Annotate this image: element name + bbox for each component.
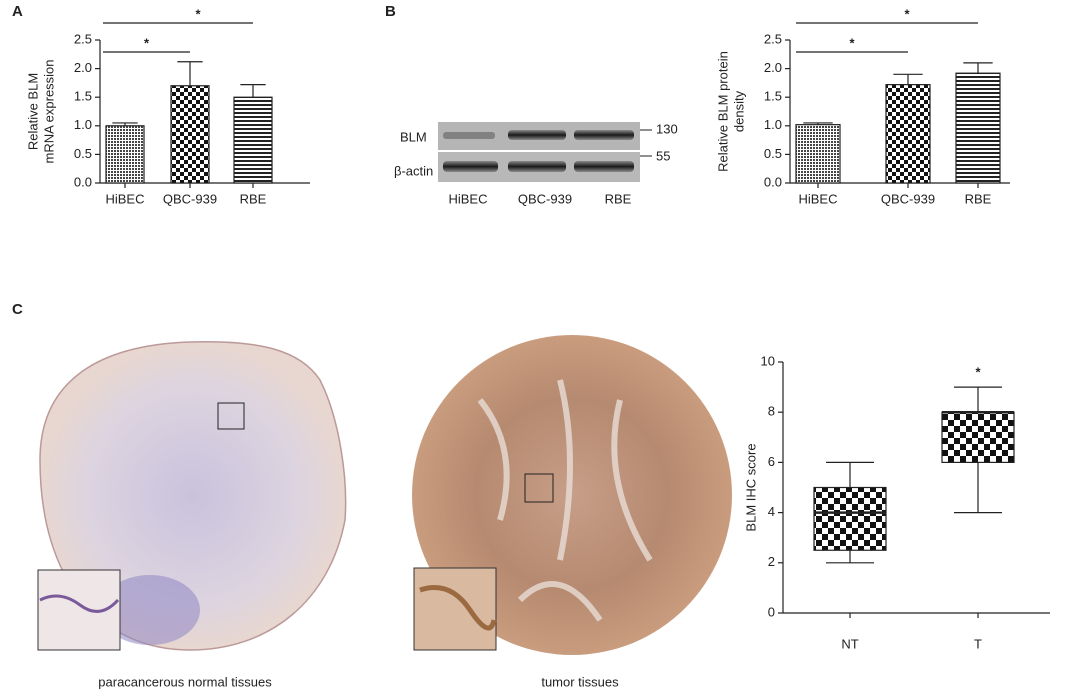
y-axis-label: BLM IHC score bbox=[743, 443, 758, 531]
bar bbox=[170, 85, 210, 184]
band bbox=[574, 161, 634, 172]
panel-label: B bbox=[385, 3, 396, 20]
box bbox=[941, 411, 1015, 464]
image-caption: paracancerous normal tissues bbox=[98, 674, 272, 689]
bar bbox=[955, 72, 1001, 184]
y-tick-label: 1.5 bbox=[764, 89, 782, 104]
tissue-image bbox=[412, 335, 732, 655]
marker-label: 55 bbox=[656, 148, 670, 163]
blot-row-label: BLM bbox=[400, 129, 427, 144]
y-tick-label: 6 bbox=[768, 454, 775, 469]
x-tick-label: T bbox=[974, 636, 982, 651]
panel-label: C bbox=[12, 301, 23, 318]
bar bbox=[105, 125, 145, 184]
y-tick-label: 8 bbox=[768, 404, 775, 419]
y-tick-label: 2 bbox=[768, 554, 775, 569]
y-tick-label: 2.5 bbox=[764, 31, 782, 46]
band bbox=[443, 132, 495, 139]
significance-mark: * bbox=[849, 35, 855, 50]
significance-mark: * bbox=[195, 6, 201, 21]
box bbox=[813, 486, 887, 551]
bar bbox=[885, 84, 931, 184]
y-tick-label: 0 bbox=[768, 604, 775, 619]
y-axis-label: Relative BLM protein bbox=[715, 51, 730, 172]
y-tick-label: 1.0 bbox=[764, 117, 782, 132]
bar bbox=[795, 124, 841, 184]
x-tick-label: QBC-939 bbox=[881, 191, 935, 206]
y-tick-label: 2.0 bbox=[74, 60, 92, 75]
western-blot: BLM β-actin 130 55 HiBEC QBC-939 RBE bbox=[394, 121, 678, 206]
panel-label: A bbox=[12, 3, 23, 20]
x-tick-label: NT bbox=[841, 636, 858, 651]
y-tick-label: 0.0 bbox=[764, 174, 782, 189]
bar bbox=[233, 96, 273, 184]
significance-mark: * bbox=[904, 6, 910, 21]
y-tick-label: 0.5 bbox=[74, 146, 92, 161]
x-tick-label: QBC-939 bbox=[163, 191, 217, 206]
band bbox=[508, 130, 566, 140]
blot-row-label: β-actin bbox=[394, 163, 433, 178]
y-tick-label: 0.0 bbox=[74, 174, 92, 189]
y-tick-label: 0.5 bbox=[764, 146, 782, 161]
y-axis-label: mRNA expression bbox=[41, 59, 56, 163]
significance-mark: * bbox=[975, 365, 981, 380]
band bbox=[508, 161, 566, 172]
lane-label: HiBEC bbox=[448, 191, 487, 206]
lane-label: QBC-939 bbox=[518, 191, 572, 206]
x-tick-label: HiBEC bbox=[798, 191, 837, 206]
marker-label: 130 bbox=[656, 121, 678, 136]
y-tick-label: 1.5 bbox=[74, 89, 92, 104]
tissue-image bbox=[37, 341, 347, 651]
lane-label: RBE bbox=[605, 191, 632, 206]
y-tick-label: 10 bbox=[761, 353, 775, 368]
image-caption: tumor tissues bbox=[541, 674, 619, 689]
band bbox=[574, 130, 634, 140]
y-tick-label: 1.0 bbox=[74, 117, 92, 132]
x-tick-label: RBE bbox=[965, 191, 992, 206]
y-tick-label: 2.0 bbox=[764, 60, 782, 75]
significance-mark: * bbox=[144, 35, 150, 50]
x-tick-label: RBE bbox=[240, 191, 267, 206]
y-axis-label: Relative BLM bbox=[25, 73, 40, 150]
y-axis-label: density bbox=[731, 90, 746, 132]
y-tick-label: 4 bbox=[768, 504, 775, 519]
x-tick-label: HiBEC bbox=[105, 191, 144, 206]
y-tick-label: 2.5 bbox=[74, 31, 92, 46]
band bbox=[443, 161, 498, 172]
